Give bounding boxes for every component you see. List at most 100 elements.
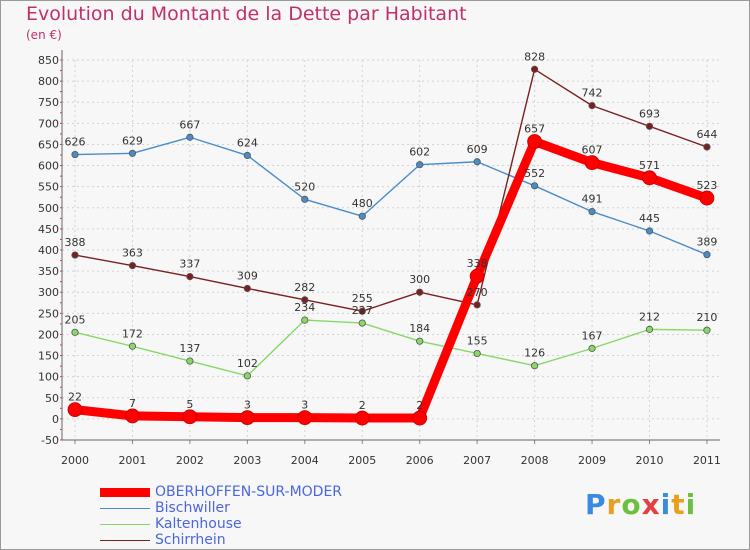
point-kaltenhouse-2000: [71, 328, 79, 336]
data-label-kaltenhouse-2007: 155: [467, 334, 488, 347]
x-tick-label-2008: 2008: [521, 454, 549, 467]
point-schirrhein-2006: [416, 288, 424, 296]
data-label-schirrhein-2003: 309: [237, 269, 258, 282]
data-label-oberhoffen-sur-moder-2010: 571: [639, 159, 660, 172]
x-tick-label-2002: 2002: [176, 454, 204, 467]
x-tick-label-2003: 2003: [233, 454, 261, 467]
point-oberhoffen-sur-moder-2006: [412, 410, 428, 426]
point-bischwiller-2011: [703, 251, 711, 259]
data-label-schirrhein-2008: 828: [524, 50, 545, 63]
y-tick-label-500: 500: [38, 202, 59, 215]
point-kaltenhouse-2008: [530, 362, 539, 370]
point-oberhoffen-sur-moder-2004: [297, 410, 313, 426]
data-label-schirrhein-2001: 363: [122, 247, 143, 260]
data-label-kaltenhouse-2009: 167: [582, 329, 603, 342]
data-label-bischwiller-2002: 667: [179, 118, 200, 131]
series-line-schirrhein: [74, 68, 708, 312]
legend-swatch-oberhoffen: [100, 488, 150, 497]
point-schirrhein-2001: [128, 262, 137, 270]
point-bischwiller-2004: [301, 195, 309, 203]
y-tick-label-800: 800: [38, 75, 59, 88]
point-oberhoffen-sur-moder-2007: [469, 268, 485, 284]
series-line-oberhoffen-sur-moder: [70, 136, 712, 423]
data-label-kaltenhouse-2004: 234: [294, 301, 315, 314]
point-oberhoffen-sur-moder-2011: [699, 190, 715, 206]
point-bischwiller-2010: [645, 227, 654, 235]
data-label-oberhoffen-sur-moder-2007: 338: [467, 257, 488, 270]
point-bischwiller-2007: [473, 158, 481, 166]
data-label-bischwiller-2011: 389: [696, 236, 717, 249]
x-tick-label-2004: 2004: [291, 454, 319, 467]
point-bischwiller-2005: [358, 212, 366, 220]
point-kaltenhouse-2001: [128, 342, 137, 350]
chart-subtitle: (en €): [26, 28, 62, 42]
y-tick-label-700: 700: [38, 117, 59, 130]
data-label-kaltenhouse-2005: 227: [352, 304, 373, 317]
series-line-kaltenhouse: [74, 319, 708, 377]
point-schirrhein-2007: [473, 301, 481, 309]
y-tick-label-300: 300: [38, 286, 59, 299]
data-label-oberhoffen-sur-moder-2002: 5: [186, 398, 193, 411]
data-label-bischwiller-2009: 491: [582, 193, 603, 206]
point-bischwiller-2008: [530, 182, 539, 190]
point-kaltenhouse-2004: [301, 316, 309, 324]
y-tick-label-650: 650: [38, 138, 59, 151]
proxiti-logo: Proxiti: [585, 488, 697, 521]
y-tick-label-0: 0: [52, 413, 59, 426]
grid: [62, 59, 720, 441]
point-schirrhein-2011: [703, 143, 711, 151]
y-tick-label-150: 150: [38, 350, 59, 363]
data-label-oberhoffen-sur-moder-2008: 657: [524, 122, 545, 135]
data-label-kaltenhouse-2006: 184: [409, 322, 430, 335]
point-oberhoffen-sur-moder-2003: [239, 410, 255, 426]
data-label-oberhoffen-sur-moder-2003: 3: [244, 399, 251, 412]
x-tick-label-2011: 2011: [693, 454, 721, 467]
data-label-kaltenhouse-2010: 212: [639, 310, 660, 323]
x-tick-label-2007: 2007: [463, 454, 491, 467]
point-oberhoffen-sur-moder-2008: [527, 134, 542, 149]
series-layer: [67, 65, 715, 426]
point-schirrhein-2005: [358, 307, 366, 315]
data-label-oberhoffen-sur-moder-2009: 607: [582, 144, 603, 157]
point-oberhoffen-sur-moder-2009: [584, 155, 600, 171]
point-schirrhein-2008: [530, 65, 539, 73]
data-label-schirrhein-2011: 644: [696, 128, 717, 141]
point-schirrhein-2009: [588, 102, 596, 110]
point-kaltenhouse-2006: [416, 337, 424, 345]
chart-title: Evolution du Montant de la Dette par Hab…: [26, 3, 467, 25]
data-label-kaltenhouse-2002: 137: [179, 342, 200, 355]
data-label-schirrhein-2006: 300: [409, 273, 430, 286]
point-oberhoffen-sur-moder-2000: [67, 402, 83, 418]
point-oberhoffen-sur-moder-2005: [354, 410, 370, 426]
point-bischwiller-2001: [128, 149, 137, 157]
y-tick-label--50: -50: [41, 434, 59, 447]
point-kaltenhouse-2011: [703, 326, 711, 334]
data-label-oberhoffen-sur-moder-2001: 7: [129, 397, 136, 410]
x-tick-label-2010: 2010: [636, 454, 664, 467]
y-tick-label-50: 50: [45, 392, 59, 405]
legend-label-kaltenhouse: Kaltenhouse: [155, 516, 242, 532]
point-bischwiller-2002: [186, 133, 194, 141]
data-label-kaltenhouse-2000: 205: [65, 313, 86, 326]
data-label-oberhoffen-sur-moder-2005: 2: [359, 399, 366, 412]
point-oberhoffen-sur-moder-2010: [642, 170, 657, 186]
data-label-schirrhein-2002: 337: [179, 258, 200, 271]
data-label-schirrhein-2010: 693: [639, 107, 660, 120]
data-label-schirrhein-2000: 388: [65, 236, 86, 249]
y-tick-label-600: 600: [38, 160, 59, 173]
y-tick-label-750: 750: [38, 96, 59, 109]
data-label-schirrhein-2004: 282: [294, 281, 315, 294]
point-bischwiller-2009: [588, 207, 596, 216]
x-tick-label-2006: 2006: [406, 454, 434, 467]
data-label-bischwiller-2005: 480: [352, 197, 373, 210]
data-label-bischwiller-2000: 626: [65, 136, 86, 149]
point-oberhoffen-sur-moder-2002: [182, 409, 198, 425]
legend-swatch-schirrhein: [100, 540, 150, 541]
data-label-oberhoffen-sur-moder-2000: 22: [68, 391, 82, 404]
point-oberhoffen-sur-moder-2001: [125, 408, 140, 424]
y-tick-label-550: 550: [38, 181, 59, 194]
y-tick-label-350: 350: [38, 265, 59, 278]
data-label-bischwiller-2001: 629: [122, 134, 143, 147]
